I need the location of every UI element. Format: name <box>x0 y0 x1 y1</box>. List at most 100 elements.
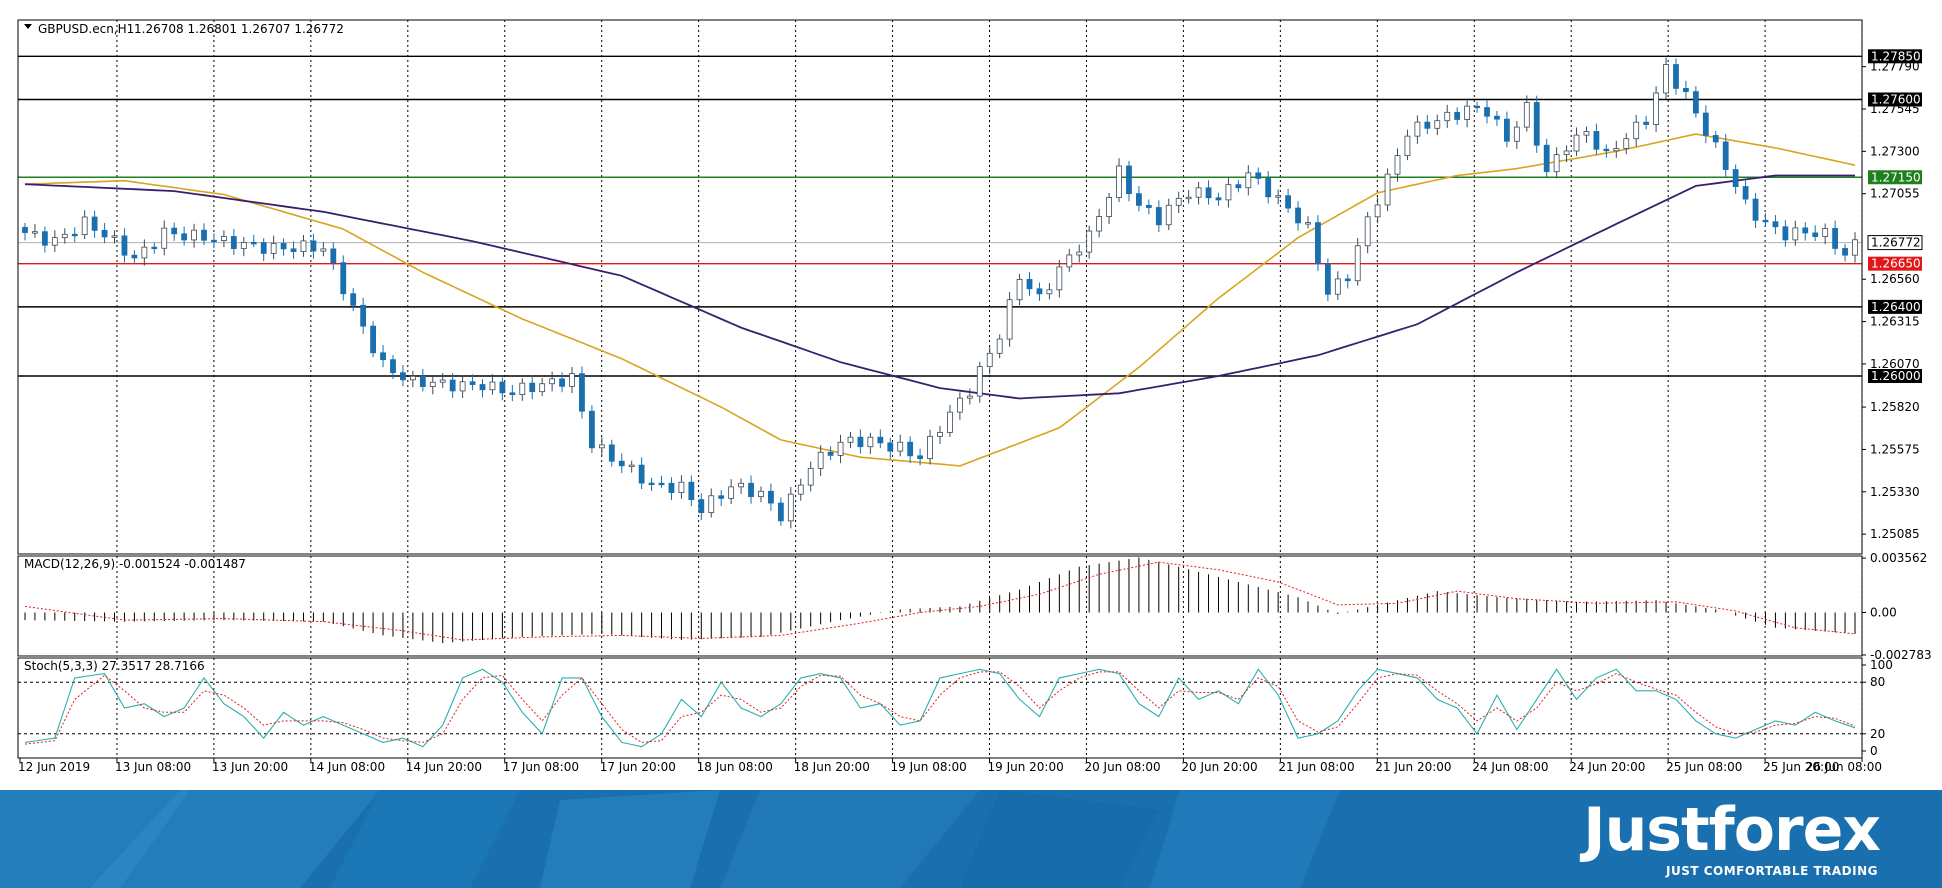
candle <box>380 345 386 368</box>
candle <box>41 226 48 253</box>
candle <box>648 477 655 491</box>
x-tick-label: 21 Jun 20:00 <box>1375 760 1451 774</box>
candle-body <box>1822 228 1829 237</box>
price-chart[interactable]: 1.27850 1.27600 1.27150 1.26650 1.26400 1.260… <box>0 0 1942 790</box>
y-tick-label: 1.27055 <box>1870 187 1920 201</box>
candle <box>1464 98 1471 128</box>
candle <box>221 230 227 248</box>
candle-body <box>370 325 376 354</box>
candle-body <box>797 484 804 495</box>
candle <box>131 250 138 263</box>
candle <box>966 388 973 405</box>
candle <box>171 222 178 241</box>
y-tick-label: 1.25820 <box>1870 400 1920 414</box>
level-tag-label: 1.26000 <box>1871 369 1921 383</box>
candle <box>469 374 476 391</box>
candle <box>310 233 317 259</box>
candle-body <box>1116 165 1122 198</box>
candle-body <box>1484 107 1490 117</box>
candle-body <box>390 359 396 374</box>
candle-body <box>847 436 854 443</box>
x-tick-label: 14 Jun 20:00 <box>406 760 482 774</box>
candle <box>907 436 914 464</box>
candle-body <box>579 373 585 412</box>
candle-body <box>1364 216 1371 247</box>
candle-body <box>380 352 386 361</box>
x-tick-label: 24 Jun 20:00 <box>1569 760 1645 774</box>
candle-body <box>807 467 814 486</box>
candle-body <box>1513 126 1520 142</box>
panel-frames <box>17 19 1863 759</box>
candle-body <box>907 441 914 457</box>
candle <box>151 242 158 254</box>
candle <box>1563 145 1570 163</box>
level-tag-label: 1.27850 <box>1871 49 1921 63</box>
candle-body <box>260 242 267 254</box>
candle <box>678 475 685 499</box>
current-price-label: 1.26772 <box>1871 236 1921 250</box>
candle-body <box>1613 148 1620 152</box>
candle-body <box>1633 121 1640 140</box>
ohlc-values: 1.26708 1.26801 1.26707 1.26772 <box>134 22 344 36</box>
candle <box>1235 180 1242 193</box>
candle <box>1354 238 1361 286</box>
level-tag <box>1868 92 1922 107</box>
candle-body <box>1434 120 1441 129</box>
candle-body <box>499 381 506 394</box>
dropdown-triangle-icon[interactable] <box>24 24 32 29</box>
candle <box>698 493 705 521</box>
candle-body <box>559 378 565 387</box>
candle <box>360 297 367 334</box>
candle-body <box>539 383 546 393</box>
candle <box>1106 193 1112 225</box>
candle-body <box>400 372 406 381</box>
candle-body <box>111 235 118 238</box>
candle-body <box>1195 187 1202 198</box>
candle-body <box>1792 227 1799 241</box>
horizontal-levels: 1.27850 1.27600 1.27150 1.26650 1.26400 1.260… <box>18 49 1923 383</box>
candle-body <box>787 493 794 522</box>
candle <box>817 445 824 476</box>
candle <box>1842 243 1848 262</box>
candle-body <box>1832 228 1839 249</box>
candle <box>201 223 207 246</box>
y-tick-label: 1.27545 <box>1870 102 1920 116</box>
candle-body <box>181 233 188 241</box>
candle <box>409 370 416 388</box>
candle <box>847 431 854 449</box>
candle <box>549 371 556 392</box>
candle-body <box>777 502 784 522</box>
candle <box>32 223 38 238</box>
candle <box>519 378 526 401</box>
candle-body <box>1046 289 1053 295</box>
stoch-y-label: 20 <box>1870 727 1885 741</box>
candle <box>1305 216 1311 229</box>
candle-body <box>320 248 327 252</box>
x-tick-label: 18 Jun 08:00 <box>697 760 773 774</box>
candle <box>91 210 98 238</box>
candle-body <box>1285 195 1291 209</box>
candle <box>250 234 257 248</box>
candle <box>867 432 874 454</box>
candle-body <box>668 482 675 493</box>
x-tick-label: 19 Jun 20:00 <box>988 760 1064 774</box>
candle <box>1702 105 1709 144</box>
x-tick-label: 17 Jun 08:00 <box>503 760 579 774</box>
candle-body <box>1712 135 1719 143</box>
candle-body <box>748 482 754 498</box>
candle-body <box>1006 299 1013 340</box>
candle-body <box>1812 232 1819 237</box>
candle-body <box>1245 172 1252 189</box>
candle-body <box>439 379 446 383</box>
candle-body <box>141 246 148 259</box>
candle <box>1185 190 1192 204</box>
candle-body <box>827 451 834 456</box>
candle <box>857 429 864 454</box>
candle <box>1205 180 1212 205</box>
candle-body <box>270 243 277 254</box>
macd-y-label: 0.003562 <box>1870 551 1927 565</box>
candle-body <box>1305 222 1311 225</box>
candle <box>1116 158 1122 203</box>
candle-body <box>897 441 904 452</box>
candle <box>1126 160 1132 202</box>
